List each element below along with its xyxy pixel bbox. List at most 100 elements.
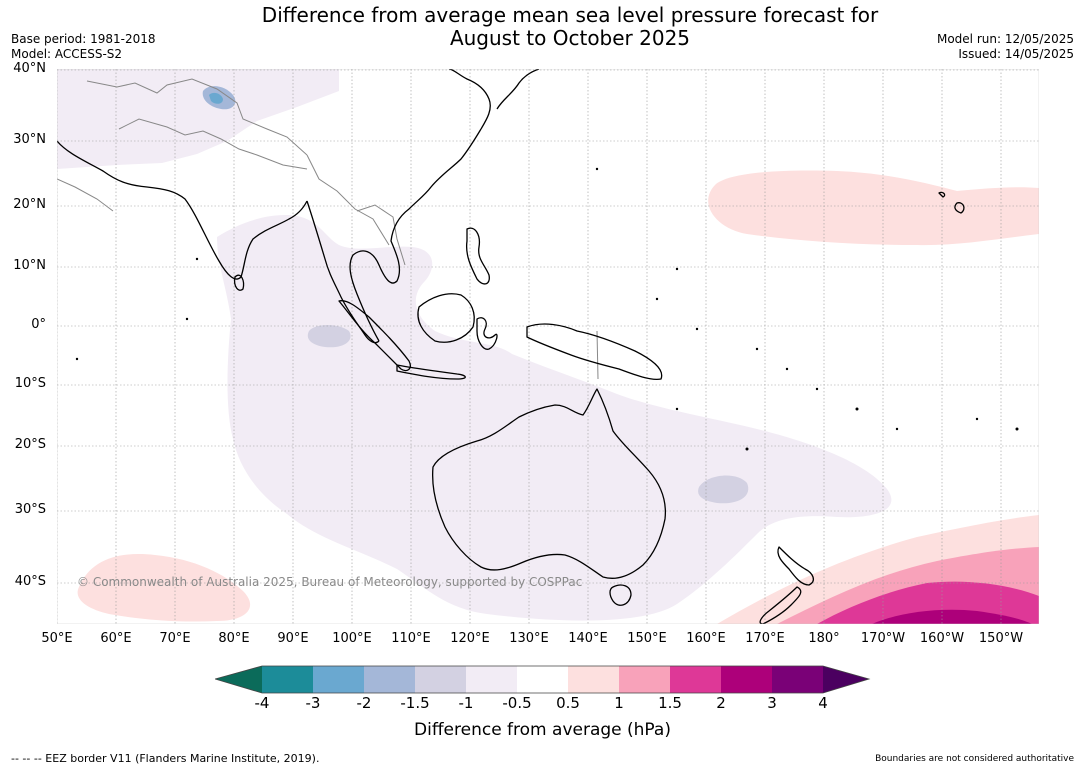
strong-negative-anomaly-tibet — [209, 92, 223, 104]
colorbar-segment — [364, 666, 415, 693]
country-borders — [57, 78, 599, 380]
lon-label: 130°E — [509, 631, 549, 646]
lat-label: 30°N — [13, 132, 46, 147]
lon-label: 70°E — [159, 631, 191, 646]
colorbar-tick-label: -1.5 — [400, 694, 430, 712]
coast-korea-japan — [496, 69, 540, 110]
colorbar-title: Difference from average (hPa) — [414, 720, 671, 740]
coast-sumatra — [338, 300, 411, 372]
meta-right: Model run: 12/05/2025 Issued: 14/05/2025 — [937, 32, 1074, 62]
colorbar-tick-label: 1 — [614, 694, 624, 712]
island-dot — [1015, 427, 1019, 431]
lon-label: 170°W — [860, 631, 906, 646]
coast-borneo — [417, 293, 475, 343]
positive-anomaly-tasman-3 — [872, 609, 1032, 624]
island-dot — [895, 427, 899, 431]
coast-philippines — [465, 227, 490, 285]
colorbar-tick-label: -1 — [458, 694, 474, 712]
lon-label: 50°E — [41, 631, 73, 646]
lon-label: 150°W — [978, 631, 1024, 646]
eez-border-note: -- -- -- EEZ border V11 (Flanders Marine… — [11, 752, 320, 765]
colorbar-segment — [721, 666, 772, 693]
colorbar-tick-label: 1.5 — [658, 694, 682, 712]
border-south-asia — [118, 118, 308, 170]
lon-label: 160°E — [686, 631, 726, 646]
lon-label: 110°E — [391, 631, 431, 646]
lon-label: 170°E — [745, 631, 785, 646]
border-new-guinea — [596, 330, 599, 380]
colorbar-extend-low — [215, 666, 262, 693]
colorbar-segment — [568, 666, 619, 693]
title-line-1: Difference from average mean sea level p… — [261, 3, 879, 27]
copyright-notice: © Commonwealth of Australia 2025, Bureau… — [77, 575, 583, 589]
island-dot — [695, 327, 699, 331]
coast-java — [396, 364, 466, 380]
colorbar-segment — [466, 666, 517, 693]
island-dot — [755, 347, 759, 351]
lon-label: 120°E — [450, 631, 490, 646]
border-central-asia — [86, 78, 308, 156]
lon-label: 100°E — [332, 631, 372, 646]
lat-label: 0° — [31, 317, 46, 332]
page-title: Difference from average mean sea level p… — [0, 4, 1085, 50]
lon-label: 180° — [808, 631, 840, 646]
anomaly-shading — [57, 69, 1039, 624]
colorbar-tick-label: 2 — [716, 694, 726, 712]
model-run: Model run: 12/05/2025 — [936, 32, 1074, 46]
pacific-islands — [75, 167, 1019, 451]
coast-hawaii — [938, 191, 965, 214]
coast-china-east — [448, 69, 491, 130]
lat-label: 40°N — [13, 61, 46, 76]
coast-new-guinea — [526, 323, 663, 381]
border-arabia — [57, 178, 114, 212]
island-dot — [855, 407, 859, 411]
island-dot — [815, 387, 819, 391]
lat-label: 30°S — [14, 502, 46, 517]
island-dot — [785, 367, 789, 371]
colorbar-tick-label: -3 — [305, 694, 321, 712]
colorbar-tick-label: 4 — [818, 694, 828, 712]
positive-anomaly-south-indian — [77, 554, 251, 622]
island-dot — [975, 417, 979, 421]
colorbar — [215, 665, 871, 694]
colorbar-segment — [670, 666, 721, 693]
colorbar-tick-label: -4 — [254, 694, 270, 712]
pressure-anomaly-map — [57, 69, 1039, 624]
colorbar-extend-high — [823, 666, 869, 693]
negative-anomaly-equatorial — [307, 325, 351, 348]
border-myanmar-thailand — [306, 154, 390, 246]
coast-australia — [431, 388, 667, 579]
lon-label: 140°E — [568, 631, 608, 646]
meta-left: Base period: 1981-2018 Model: ACCESS-S2 — [11, 32, 156, 62]
lat-label: 40°S — [14, 574, 46, 589]
coast-arabia-india — [57, 140, 308, 280]
positive-anomaly-north-pacific — [708, 170, 1039, 246]
island-dot — [185, 317, 189, 321]
lon-label: 90°E — [277, 631, 309, 646]
colorbar-tick-label: -0.5 — [502, 694, 532, 712]
lon-label: 60°E — [100, 631, 132, 646]
colorbar-segment — [415, 666, 466, 693]
coast-sulawesi — [476, 317, 498, 350]
title-line-2: August to October 2025 — [449, 26, 691, 50]
colorbar-segment — [619, 666, 670, 693]
colorbar-outline — [215, 665, 871, 694]
island-dot — [745, 447, 749, 451]
island-dot — [195, 257, 199, 261]
coast-new-zealand-north — [777, 546, 815, 586]
boundary-disclaimer: Boundaries are not considered authoritat… — [875, 754, 1074, 764]
lon-label: 80°E — [218, 631, 250, 646]
coast-sri-lanka — [233, 274, 245, 291]
issued-date: Issued: 14/05/2025 — [958, 47, 1074, 61]
coast-indochina — [349, 128, 482, 342]
negative-anomaly-indo-australia — [217, 215, 892, 621]
lat-label: 10°S — [14, 376, 46, 391]
lat-label: 20°N — [13, 197, 46, 212]
lat-label: 10°N — [13, 258, 46, 273]
island-dot — [75, 357, 79, 361]
lon-label: 160°W — [919, 631, 965, 646]
island-dot — [675, 267, 679, 271]
coast-tasmania — [609, 584, 632, 606]
colorbar-segment — [772, 666, 823, 693]
island-dot — [595, 167, 599, 171]
